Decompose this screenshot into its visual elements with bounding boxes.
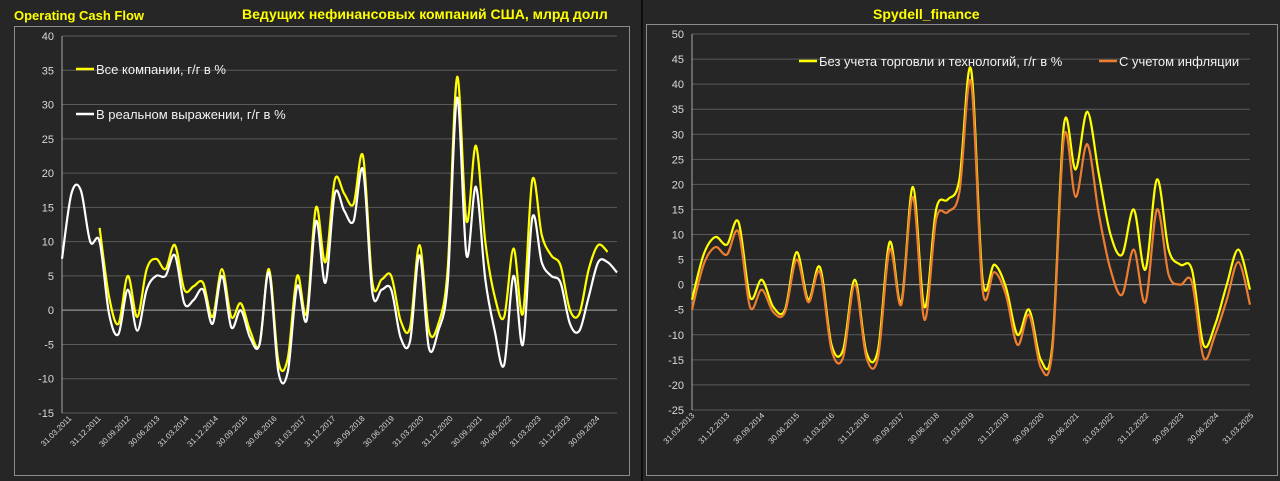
right-legend-label-2: С учетом инфляции — [1119, 54, 1239, 69]
left-y-tick-label: 30 — [42, 100, 54, 112]
left-series-line-1 — [98, 75, 609, 372]
right-legend-label-1: Без учета торговли и технологий, г/г в % — [819, 54, 1063, 69]
left-chart: -15-10-5051015202530354031.03.201131.12.… — [38, 31, 618, 449]
header-operating-cash-flow: Operating Cash Flow — [14, 8, 145, 23]
right-y-tick-label: -20 — [668, 380, 684, 392]
right-chart: -25 -20 -15 -10 -5 0 5 10 15 20 25 30 35 40 45 50 31.03.… — [662, 29, 1256, 446]
right-x-tick-label: 30.06.2015 — [767, 411, 802, 446]
left-y-tick-label: 40 — [42, 31, 54, 43]
left-legend-label-2: В реальном выражении, г/г в % — [96, 107, 286, 122]
right-x-tick-label: 31.12.2013 — [697, 411, 732, 446]
right-x-tick-label: 30.09.2014 — [732, 411, 767, 446]
right-x-tick-label: 31.03.2022 — [1081, 411, 1116, 446]
right-series-line-2 — [690, 78, 1252, 377]
right-y-tick-label: 40 — [672, 79, 684, 91]
right-y-tick-label: 25 — [672, 154, 684, 166]
right-y-tick-label: 10 — [672, 230, 684, 242]
right-y-tick-label: 35 — [672, 104, 684, 116]
right-x-tick-label: 30.06.2024 — [1186, 411, 1221, 446]
left-y-tick-label: -15 — [38, 408, 54, 420]
right-y-tick-label: -15 — [668, 355, 684, 367]
right-y-tick-label: 0 — [678, 280, 684, 292]
right-x-tick-label: 31.12.2022 — [1116, 411, 1151, 446]
left-y-tick-label: -10 — [38, 374, 54, 386]
right-x-tick-label: 30.09.2017 — [871, 411, 906, 446]
right-y-tick-label: 15 — [672, 204, 684, 216]
right-chart-panel: Spydell_finance -25 -20 -15 -10 -5 0 5 10 15 20 25… — [643, 0, 1280, 481]
right-y-tick-label: -25 — [668, 405, 684, 417]
right-x-tick-label: 31.03.2019 — [941, 411, 976, 446]
left-y-tick-label: -5 — [44, 339, 54, 351]
left-chart-title: Ведущих нефинансовых компаний США, млрд … — [242, 6, 608, 22]
left-y-tick-label: 20 — [42, 168, 54, 180]
right-x-tick-label: 31.12.2019 — [976, 411, 1011, 446]
left-y-tick-label: 10 — [42, 237, 54, 249]
left-series-line-2 — [60, 96, 618, 385]
left-y-tick-label: 35 — [42, 65, 54, 77]
right-chart-title: Spydell_finance — [873, 6, 980, 22]
right-y-tick-label: 5 — [678, 255, 684, 267]
right-y-tick-label: -10 — [668, 330, 684, 342]
right-chart-frame — [646, 24, 1278, 476]
right-series-line-1 — [690, 66, 1252, 371]
left-chart-panel: Operating Cash Flow Ведущих нефинансовых… — [14, 6, 630, 476]
right-y-tick-label: 20 — [672, 179, 684, 191]
right-x-tick-label: 30.09.2020 — [1011, 411, 1046, 446]
right-x-tick-label: 30.06.2021 — [1046, 411, 1081, 446]
right-x-tick-label: 31.03.2016 — [802, 411, 837, 446]
right-y-tick-label: 30 — [672, 129, 684, 141]
right-x-tick-label: 30.06.2018 — [906, 411, 941, 446]
right-x-tick-label: 31.12.2016 — [836, 411, 871, 446]
right-y-tick-label: 50 — [672, 29, 684, 41]
left-y-tick-label: 5 — [48, 271, 54, 283]
right-x-tick-label: 31.03.2025 — [1221, 411, 1256, 446]
left-x-tick-label: 30.09.2024 — [567, 414, 602, 449]
left-y-tick-label: 15 — [42, 202, 54, 214]
left-y-tick-label: 25 — [42, 134, 54, 146]
left-y-tick-label: 0 — [48, 305, 54, 317]
right-y-tick-label: -5 — [674, 305, 684, 317]
left-legend-label-1: Все компании, г/г в % — [96, 62, 226, 77]
right-x-tick-label: 30.09.2023 — [1151, 411, 1186, 446]
panel-divider — [641, 0, 643, 481]
right-y-tick-label: 45 — [672, 54, 684, 66]
